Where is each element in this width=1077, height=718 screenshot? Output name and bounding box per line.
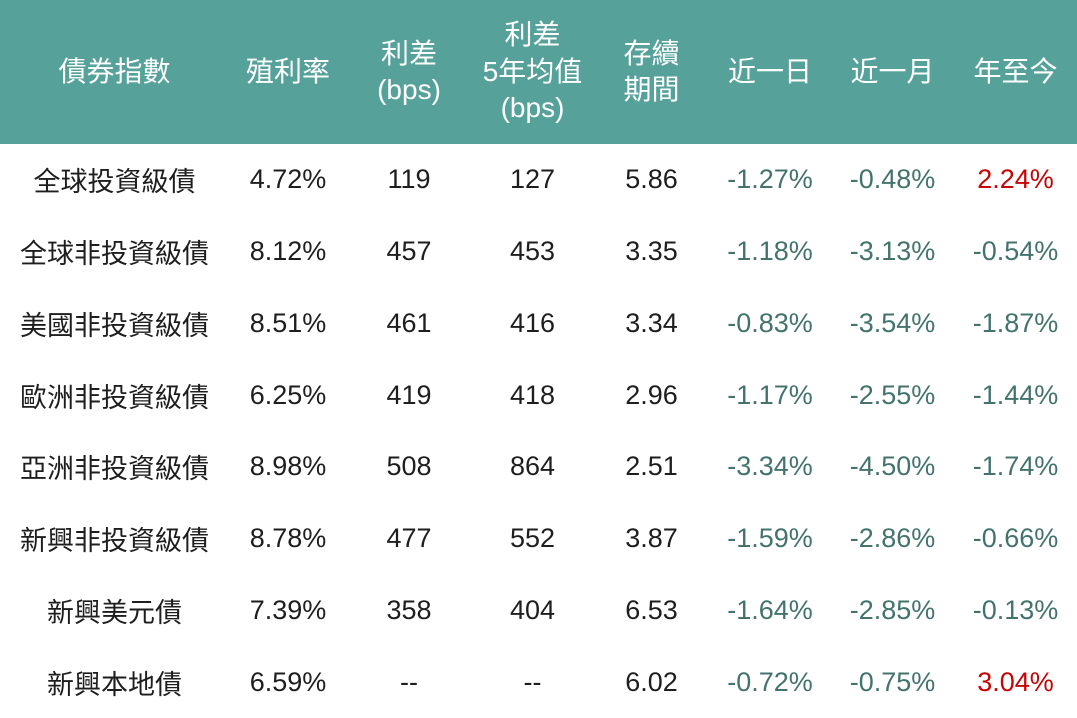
cell-spread-bps: 508: [347, 431, 471, 503]
cell-change-1d: -0.72%: [709, 646, 831, 718]
table-row: 全球非投資級債 8.12% 457 453 3.35 -1.18% -3.13%…: [0, 215, 1077, 288]
cell-change-ytd: -1.74%: [954, 431, 1077, 503]
table-row: 新興本地債 6.59% -- -- 6.02 -0.72% -0.75% 3.0…: [0, 646, 1077, 718]
cell-spread-bps: 457: [347, 215, 471, 288]
cell-spread-5y-avg: 453: [471, 215, 594, 288]
cell-change-1m: -2.55%: [831, 359, 954, 431]
column-header-bond-index: 債券指數: [0, 0, 229, 144]
cell-change-1m: -4.50%: [831, 431, 954, 503]
table-row: 亞洲非投資級債 8.98% 508 864 2.51 -3.34% -4.50%…: [0, 431, 1077, 503]
cell-bond-index: 美國非投資級債: [0, 287, 229, 360]
cell-spread-5y-avg: --: [471, 646, 594, 718]
cell-change-ytd: -0.54%: [954, 215, 1077, 288]
cell-change-ytd: 3.04%: [954, 646, 1077, 718]
column-header-1m-change: 近一月: [831, 0, 954, 144]
cell-spread-5y-avg: 127: [471, 144, 594, 216]
cell-change-ytd: -0.66%: [954, 502, 1077, 575]
cell-yield: 8.78%: [229, 502, 347, 575]
cell-change-1d: -3.34%: [709, 431, 831, 503]
table-row: 歐洲非投資級債 6.25% 419 418 2.96 -1.17% -2.55%…: [0, 359, 1077, 431]
cell-bond-index: 新興美元債: [0, 574, 229, 647]
cell-yield: 8.51%: [229, 287, 347, 360]
cell-change-ytd: -1.44%: [954, 359, 1077, 431]
cell-spread-bps: 358: [347, 574, 471, 647]
cell-change-1d: -1.18%: [709, 215, 831, 288]
cell-spread-bps: 477: [347, 502, 471, 575]
cell-duration: 3.35: [594, 215, 709, 288]
column-header-yield: 殖利率: [229, 0, 347, 144]
table-header: 債券指數 殖利率 利差 (bps) 利差 5年均值 (bps) 存續 期間 近一…: [0, 0, 1077, 144]
table-body: 全球投資級債 4.72% 119 127 5.86 -1.27% -0.48% …: [0, 144, 1077, 718]
cell-change-1m: -3.54%: [831, 287, 954, 360]
cell-spread-5y-avg: 404: [471, 574, 594, 647]
header-row: 債券指數 殖利率 利差 (bps) 利差 5年均值 (bps) 存續 期間 近一…: [0, 0, 1077, 144]
table-row: 新興美元債 7.39% 358 404 6.53 -1.64% -2.85% -…: [0, 574, 1077, 647]
cell-change-1m: -2.85%: [831, 574, 954, 647]
cell-spread-bps: 419: [347, 359, 471, 431]
cell-change-1m: -0.75%: [831, 646, 954, 718]
cell-yield: 6.59%: [229, 646, 347, 718]
cell-spread-5y-avg: 552: [471, 502, 594, 575]
cell-change-ytd: 2.24%: [954, 144, 1077, 216]
cell-change-1d: -1.17%: [709, 359, 831, 431]
cell-change-1d: -1.59%: [709, 502, 831, 575]
column-header-ytd-change: 年至今: [954, 0, 1077, 144]
cell-bond-index: 新興非投資級債: [0, 502, 229, 575]
cell-duration: 6.53: [594, 574, 709, 647]
cell-change-1m: -0.48%: [831, 144, 954, 216]
table-row: 全球投資級債 4.72% 119 127 5.86 -1.27% -0.48% …: [0, 144, 1077, 216]
cell-spread-5y-avg: 418: [471, 359, 594, 431]
cell-yield: 7.39%: [229, 574, 347, 647]
column-header-1d-change: 近一日: [709, 0, 831, 144]
cell-change-ytd: -0.13%: [954, 574, 1077, 647]
cell-bond-index: 亞洲非投資級債: [0, 431, 229, 503]
column-header-spread-5y-avg: 利差 5年均值 (bps): [471, 0, 594, 144]
cell-change-ytd: -1.87%: [954, 287, 1077, 360]
cell-yield: 6.25%: [229, 359, 347, 431]
cell-spread-bps: --: [347, 646, 471, 718]
cell-duration: 3.34: [594, 287, 709, 360]
cell-bond-index: 新興本地債: [0, 646, 229, 718]
cell-change-1d: -1.64%: [709, 574, 831, 647]
cell-spread-5y-avg: 416: [471, 287, 594, 360]
cell-duration: 2.96: [594, 359, 709, 431]
table-row: 美國非投資級債 8.51% 461 416 3.34 -0.83% -3.54%…: [0, 287, 1077, 360]
table-row: 新興非投資級債 8.78% 477 552 3.87 -1.59% -2.86%…: [0, 502, 1077, 575]
column-header-spread-bps: 利差 (bps): [347, 0, 471, 144]
cell-change-1m: -3.13%: [831, 215, 954, 288]
cell-duration: 2.51: [594, 431, 709, 503]
cell-duration: 6.02: [594, 646, 709, 718]
cell-yield: 8.98%: [229, 431, 347, 503]
cell-bond-index: 全球非投資級債: [0, 215, 229, 288]
cell-spread-bps: 119: [347, 144, 471, 216]
column-header-duration: 存續 期間: [594, 0, 709, 144]
cell-yield: 4.72%: [229, 144, 347, 216]
cell-bond-index: 歐洲非投資級債: [0, 359, 229, 431]
cell-change-1d: -0.83%: [709, 287, 831, 360]
cell-bond-index: 全球投資級債: [0, 144, 229, 216]
cell-spread-5y-avg: 864: [471, 431, 594, 503]
cell-duration: 3.87: [594, 502, 709, 575]
cell-yield: 8.12%: [229, 215, 347, 288]
cell-duration: 5.86: [594, 144, 709, 216]
cell-change-1m: -2.86%: [831, 502, 954, 575]
cell-change-1d: -1.27%: [709, 144, 831, 216]
cell-spread-bps: 461: [347, 287, 471, 360]
